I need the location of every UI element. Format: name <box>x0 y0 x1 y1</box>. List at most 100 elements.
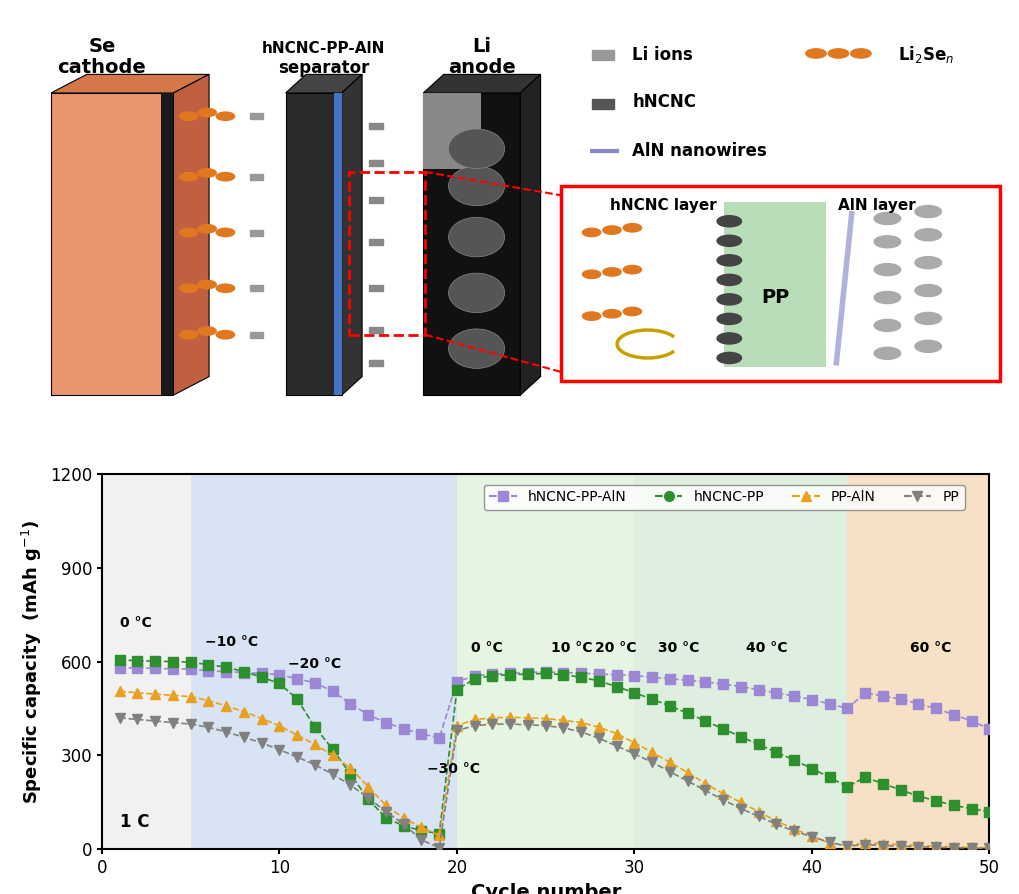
Polygon shape <box>173 74 209 395</box>
Circle shape <box>198 169 216 177</box>
Circle shape <box>873 236 900 248</box>
Circle shape <box>602 309 621 318</box>
Circle shape <box>873 213 900 224</box>
Polygon shape <box>51 74 209 93</box>
Bar <box>457 474 634 849</box>
Text: 20 °C: 20 °C <box>595 641 636 655</box>
Text: −30 °C: −30 °C <box>426 762 479 776</box>
Circle shape <box>198 327 216 335</box>
Bar <box>369 122 382 129</box>
Circle shape <box>602 226 621 234</box>
Circle shape <box>873 347 900 359</box>
Circle shape <box>716 352 741 364</box>
Circle shape <box>716 294 741 305</box>
Circle shape <box>873 319 900 332</box>
Circle shape <box>914 206 941 217</box>
Polygon shape <box>423 93 520 395</box>
Text: cathode: cathode <box>57 58 147 77</box>
Bar <box>591 99 613 109</box>
Circle shape <box>914 341 941 352</box>
Bar <box>250 173 263 180</box>
Bar <box>723 202 825 367</box>
Bar <box>560 186 999 381</box>
Text: Li: Li <box>472 37 491 55</box>
Circle shape <box>198 224 216 233</box>
Text: PP: PP <box>760 288 789 307</box>
Text: hNCNC: hNCNC <box>632 93 696 111</box>
Text: 0 °C: 0 °C <box>119 616 152 630</box>
Text: AlN nanowires: AlN nanowires <box>632 142 766 160</box>
Ellipse shape <box>448 274 504 313</box>
Circle shape <box>914 284 941 297</box>
Text: hNCNC layer: hNCNC layer <box>609 198 715 213</box>
Polygon shape <box>341 74 362 395</box>
Circle shape <box>623 266 641 274</box>
Text: 60 °C: 60 °C <box>909 641 950 655</box>
Text: 0 °C: 0 °C <box>471 641 502 655</box>
Ellipse shape <box>448 166 504 206</box>
Circle shape <box>179 331 198 339</box>
Circle shape <box>602 268 621 276</box>
Polygon shape <box>285 93 341 395</box>
Circle shape <box>914 312 941 325</box>
Circle shape <box>582 270 600 278</box>
X-axis label: Cycle number: Cycle number <box>470 882 621 894</box>
Text: hNCNC-PP-AlN: hNCNC-PP-AlN <box>262 41 385 55</box>
Bar <box>250 285 263 291</box>
Bar <box>369 160 382 166</box>
Circle shape <box>873 291 900 304</box>
Bar <box>591 50 613 61</box>
Circle shape <box>198 281 216 289</box>
Bar <box>369 327 382 333</box>
Circle shape <box>179 284 198 292</box>
Bar <box>634 474 847 849</box>
Circle shape <box>623 224 641 232</box>
Circle shape <box>914 257 941 269</box>
Polygon shape <box>51 93 173 395</box>
Text: AlN layer: AlN layer <box>838 198 915 213</box>
Circle shape <box>716 313 741 325</box>
Polygon shape <box>423 74 540 93</box>
Bar <box>369 197 382 203</box>
Legend: hNCNC-PP-AlN, hNCNC-PP, PP-AlN, PP: hNCNC-PP-AlN, hNCNC-PP, PP-AlN, PP <box>483 485 964 510</box>
Circle shape <box>216 112 234 121</box>
Text: separator: separator <box>278 59 369 77</box>
Ellipse shape <box>448 329 504 368</box>
Bar <box>369 285 382 291</box>
Polygon shape <box>520 74 540 395</box>
Circle shape <box>582 312 600 320</box>
Circle shape <box>716 235 741 247</box>
Ellipse shape <box>448 129 504 169</box>
Y-axis label: Specific capacity  (mAh g$^{-1}$): Specific capacity (mAh g$^{-1}$) <box>20 519 45 804</box>
Circle shape <box>850 49 870 58</box>
Circle shape <box>216 173 234 181</box>
Circle shape <box>827 49 848 58</box>
Polygon shape <box>423 93 481 168</box>
Text: 1 C: 1 C <box>119 813 149 831</box>
Bar <box>250 114 263 120</box>
Ellipse shape <box>448 217 504 257</box>
Text: −10 °C: −10 °C <box>205 635 258 649</box>
Bar <box>348 172 425 334</box>
Circle shape <box>716 333 741 344</box>
Polygon shape <box>161 93 173 395</box>
Text: Se: Se <box>89 37 115 55</box>
Text: anode: anode <box>447 58 516 77</box>
Circle shape <box>179 173 198 181</box>
Circle shape <box>179 228 198 237</box>
Bar <box>250 230 263 236</box>
Polygon shape <box>333 93 341 395</box>
Bar <box>102 474 191 849</box>
Circle shape <box>716 255 741 266</box>
Polygon shape <box>285 74 362 93</box>
Circle shape <box>198 108 216 117</box>
Bar <box>369 239 382 245</box>
Text: −20 °C: −20 °C <box>288 657 341 670</box>
Circle shape <box>216 228 234 237</box>
Text: Li ions: Li ions <box>632 46 693 63</box>
Bar <box>369 359 382 366</box>
Circle shape <box>873 264 900 275</box>
Text: 30 °C: 30 °C <box>657 641 698 655</box>
Circle shape <box>216 284 234 292</box>
Bar <box>847 474 988 849</box>
